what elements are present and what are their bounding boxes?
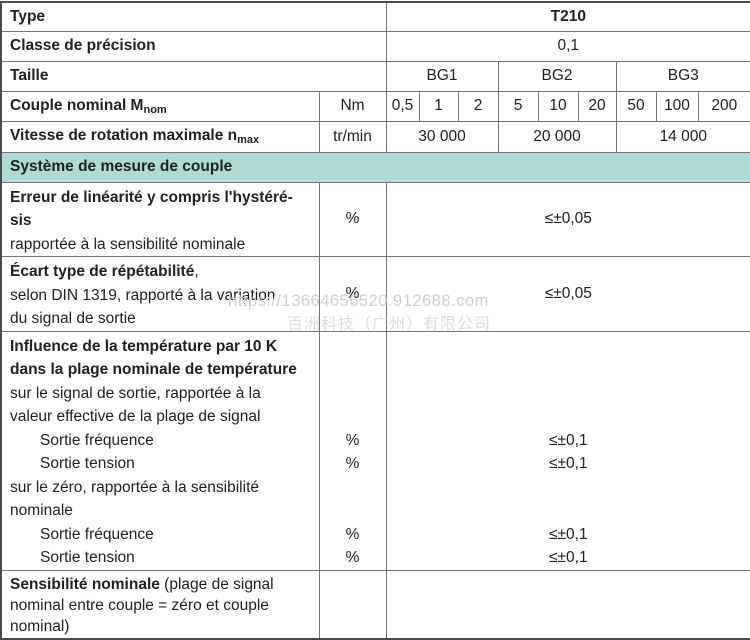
classe-label: Classe de précision	[0, 30, 387, 62]
row-sensibilite-nominale: Sensibilité nominale (plage de signal no…	[0, 569, 750, 640]
couple-label: Couple nominal Mnom	[0, 90, 320, 122]
text-line: dans la plage nominale de température	[10, 361, 297, 378]
sensibilite-label-cell: Sensibilité nominale (plage de signal no…	[0, 569, 320, 640]
torque-value-cell: 20	[577, 90, 617, 122]
size-cell-bg3: BG3	[615, 60, 750, 92]
unit-line: %	[345, 525, 360, 543]
text-line: sur le zéro, rapportée à la sensibilité	[10, 478, 259, 496]
torque-value-cell: 50	[615, 90, 657, 122]
erreur-label-cell: Erreur de linéarité y compris l'hystéré-…	[0, 181, 320, 257]
row-erreur-linearite: Erreur de linéarité y compris l'hystéré-…	[0, 181, 750, 257]
text-line: rapportée à la sensibilité nominale	[10, 235, 246, 253]
torque-value-cell: 5	[497, 90, 539, 122]
couple-unit: Nm	[318, 90, 387, 122]
text-line: sis	[10, 212, 32, 229]
torque-value-cell: 1	[418, 90, 459, 122]
text-line: Sortie tension	[40, 549, 135, 566]
speed-value-cell: 20 000	[497, 120, 617, 153]
size-cell-bg2: BG2	[497, 60, 617, 92]
influence-unit-cell: % % % %	[318, 330, 387, 571]
size-cell-bg1: BG1	[385, 60, 499, 92]
row-influence-temperature: Influence de la température par 10 K dan…	[0, 330, 750, 571]
row-couple-nominal: Couple nominal Mnom Nm 0,5 1 2 5 10 20 5…	[0, 90, 750, 122]
text-line: Influence de la température par 10 K	[10, 337, 278, 355]
vitesse-label: Vitesse de rotation maximale nmax	[0, 120, 320, 153]
influence-value-cell: ≤±0,1 ≤±0,1 ≤±0,1 ≤±0,1	[385, 330, 750, 571]
text-line: Sortie fréquence	[40, 525, 154, 543]
ecart-unit: %	[318, 256, 387, 332]
ecart-value: ≤±0,05	[385, 256, 750, 332]
vitesse-label-subscript: max	[237, 134, 260, 146]
erreur-unit: %	[318, 181, 387, 257]
influence-label-cell: Influence de la température par 10 K dan…	[0, 330, 320, 571]
sensibilite-value-cell	[385, 569, 750, 640]
classe-value: 0,1	[385, 30, 750, 62]
erreur-value: ≤±0,05	[385, 181, 750, 257]
value-line: ≤±0,1	[549, 455, 588, 472]
text-line: selon DIN 1319, rapporté à la variation	[10, 286, 276, 304]
text-line: valeur effective de la plage de signal	[10, 408, 261, 425]
unit-line: %	[345, 431, 360, 449]
torque-value-cell: 2	[457, 90, 499, 122]
text-line: nominale	[10, 502, 73, 519]
value-line: ≤±0,1	[549, 431, 588, 449]
row-classe-precision: Classe de précision 0,1	[0, 30, 750, 62]
unit-line: %	[345, 549, 360, 566]
row-vitesse-rotation: Vitesse de rotation maximale nmax tr/min…	[0, 120, 750, 153]
row-type: Type T210	[0, 1, 750, 32]
sensibilite-unit-cell	[318, 569, 387, 640]
ecart-label-cell: Écart type de répétabilité, selon DIN 13…	[0, 256, 320, 332]
row-ecart-repetabilite: Écart type de répétabilité, selon DIN 13…	[0, 256, 750, 332]
row-taille: Taille BG1 BG2 BG3	[0, 60, 750, 92]
text-line: Sensibilité nominale (plage de signal	[10, 575, 274, 593]
text-line: nominal)	[10, 618, 70, 636]
speed-value-cell: 14 000	[615, 120, 750, 153]
torque-value-cell: 200	[697, 90, 750, 122]
value-line: ≤±0,1	[549, 525, 588, 543]
text-line: sur le signal de sortie, rapportée à la	[10, 384, 261, 402]
type-label: Type	[0, 1, 387, 32]
text-line: du signal de sortie	[10, 310, 136, 327]
text-line: Sortie fréquence	[40, 431, 154, 449]
text-line: Écart type de répétabilité,	[10, 263, 199, 280]
value-line: ≤±0,1	[549, 549, 588, 566]
text-line: Erreur de linéarité y compris l'hystéré-	[10, 188, 293, 206]
taille-label: Taille	[0, 60, 387, 92]
text-line: nominal entre couple = zéro et couple	[10, 596, 269, 614]
type-value: T210	[385, 1, 750, 32]
torque-value-cell: 100	[655, 90, 699, 122]
unit-line: %	[345, 455, 360, 472]
speed-value-cell: 30 000	[385, 120, 499, 153]
torque-value-cell: 0,5	[385, 90, 420, 122]
text-line: Sortie tension	[40, 455, 135, 472]
section-title: Système de mesure de couple	[0, 151, 750, 183]
row-section-header: Système de mesure de couple	[0, 151, 750, 183]
vitesse-unit: tr/min	[318, 120, 387, 153]
torque-value-cell: 10	[537, 90, 579, 122]
couple-label-subscript: nom	[143, 103, 167, 116]
